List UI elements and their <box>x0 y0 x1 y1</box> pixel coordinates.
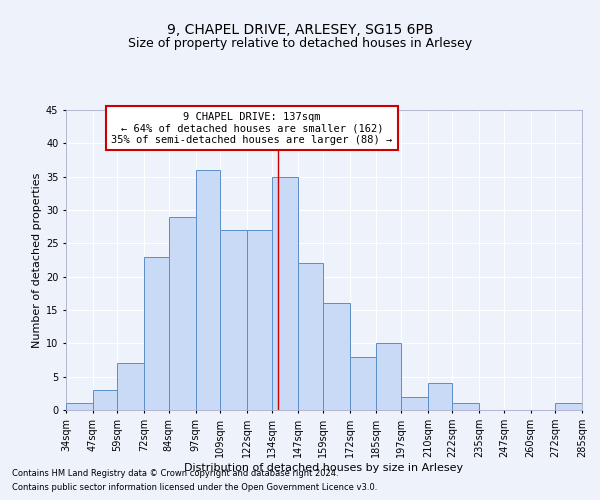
Y-axis label: Number of detached properties: Number of detached properties <box>32 172 41 348</box>
Text: 9 CHAPEL DRIVE: 137sqm
← 64% of detached houses are smaller (162)
35% of semi-de: 9 CHAPEL DRIVE: 137sqm ← 64% of detached… <box>111 112 392 144</box>
Bar <box>118 364 144 410</box>
Bar <box>93 390 118 410</box>
Bar <box>298 264 323 410</box>
Bar <box>401 396 428 410</box>
Text: Size of property relative to detached houses in Arlesey: Size of property relative to detached ho… <box>128 38 472 51</box>
Bar <box>247 230 272 410</box>
Bar <box>66 404 93 410</box>
Bar <box>452 404 479 410</box>
Bar <box>196 170 220 410</box>
Bar <box>350 356 376 410</box>
Bar <box>428 384 452 410</box>
Text: 9, CHAPEL DRIVE, ARLESEY, SG15 6PB: 9, CHAPEL DRIVE, ARLESEY, SG15 6PB <box>167 22 433 36</box>
Bar <box>323 304 350 410</box>
Text: Contains public sector information licensed under the Open Government Licence v3: Contains public sector information licen… <box>12 484 377 492</box>
Bar <box>220 230 247 410</box>
Bar <box>555 404 582 410</box>
Bar <box>169 216 196 410</box>
Text: Contains HM Land Registry data © Crown copyright and database right 2024.: Contains HM Land Registry data © Crown c… <box>12 468 338 477</box>
X-axis label: Distribution of detached houses by size in Arlesey: Distribution of detached houses by size … <box>184 462 464 472</box>
Bar <box>272 176 298 410</box>
Bar <box>376 344 401 410</box>
Bar <box>144 256 169 410</box>
